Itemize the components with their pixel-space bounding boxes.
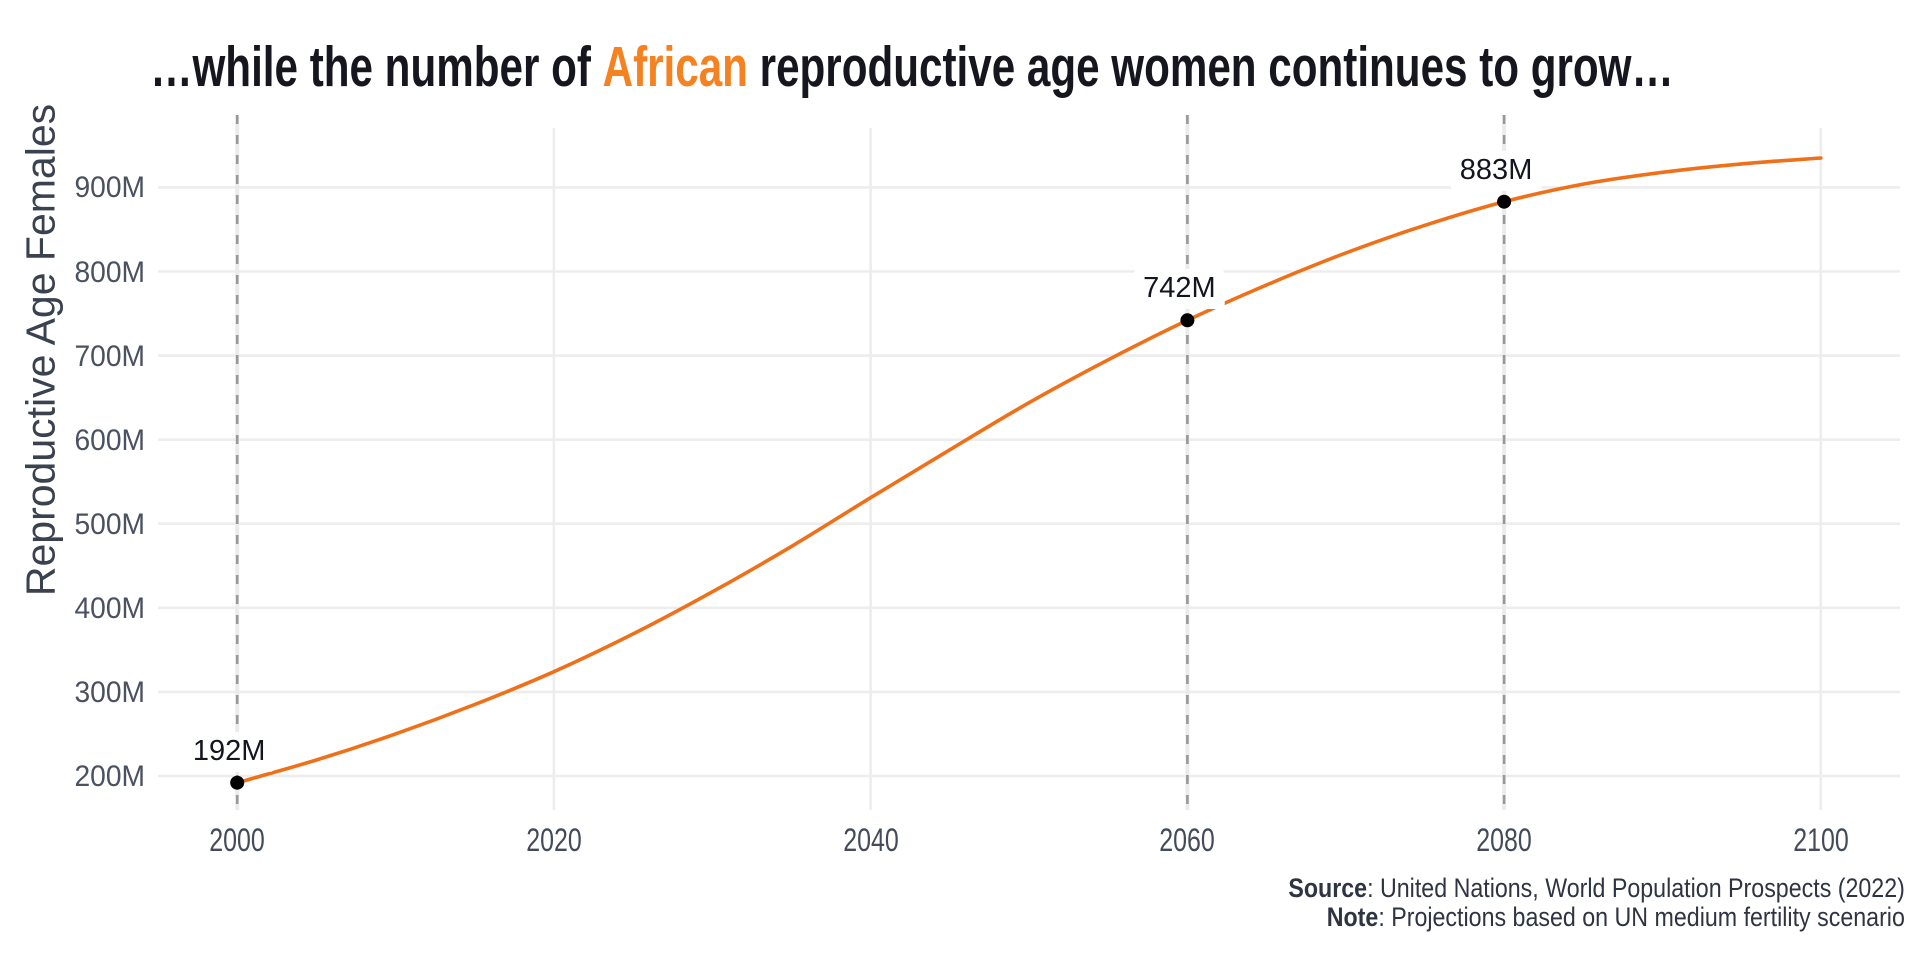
chart-title-accent: African [602, 35, 748, 99]
caption-note-text: : Projections based on UN medium fertili… [1378, 902, 1905, 932]
y-axis-tick-label: 800M [74, 255, 145, 289]
caption-source-text: : United Nations, World Population Prosp… [1367, 873, 1905, 903]
chart-title: …while the number of African reproductiv… [150, 34, 1673, 100]
data-point-label: 192M [183, 731, 275, 772]
x-axis-tick-label: 2000 [209, 822, 265, 858]
x-axis-tick-label: 2020 [526, 822, 582, 858]
y-axis-tick-label: 700M [74, 339, 145, 373]
x-axis-tick-label: 2100 [1793, 822, 1849, 858]
caption-source-label: Source [1288, 873, 1368, 903]
x-axis-tick-label: 2080 [1476, 822, 1532, 858]
y-axis-tick-label: 500M [74, 507, 145, 541]
data-point-label: 742M [1134, 269, 1225, 310]
y-axis-tick-label: 600M [74, 423, 145, 457]
x-axis-tick-label: 2040 [842, 822, 899, 858]
x-axis-tick-label: 2060 [1159, 822, 1216, 858]
y-axis-tick-label: 400M [74, 591, 145, 625]
data-point-dot [230, 775, 245, 790]
y-axis-tick-label: 200M [74, 759, 145, 793]
chart-title-suffix: reproductive age women continues to grow… [747, 35, 1674, 99]
data-point-dot [1497, 194, 1512, 209]
y-axis-tick-label: 300M [74, 675, 145, 709]
data-point-dot [1180, 313, 1195, 328]
chart-title-prefix: …while the number of [150, 35, 603, 99]
data-line-series [235, 156, 1823, 785]
y-axis-tick-label: 900M [74, 171, 145, 205]
source-note-caption: Source: United Nations, World Population… [1288, 874, 1905, 932]
caption-note-label: Note [1326, 902, 1379, 932]
caption-note-line: Note: Projections based on UN medium fer… [1288, 903, 1905, 932]
data-point-label: 883M [1450, 150, 1542, 191]
caption-source-line: Source: United Nations, World Population… [1288, 874, 1905, 903]
